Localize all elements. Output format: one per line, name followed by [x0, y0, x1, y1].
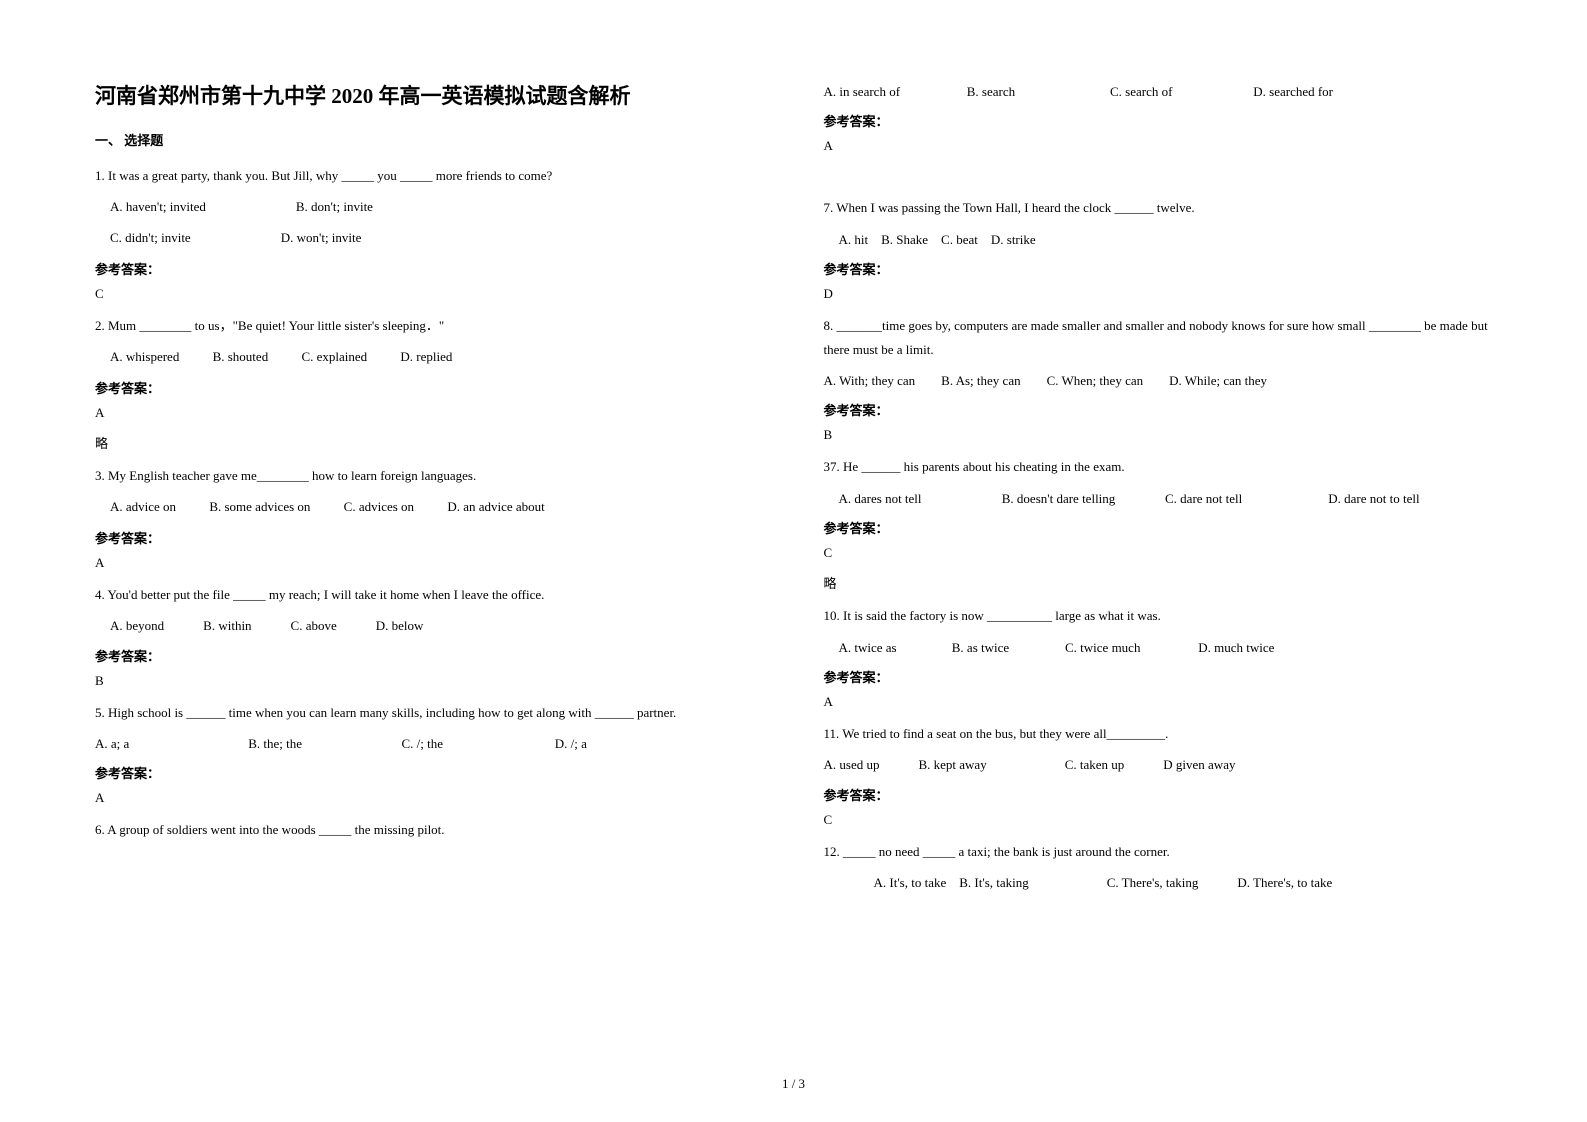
q8-answer-label: 参考答案：: [824, 400, 1493, 419]
q3-opt-c: C. advices on: [344, 499, 414, 514]
q5-answer: A: [95, 790, 764, 806]
q9-opt-b: B. doesn't dare telling: [1002, 487, 1162, 510]
page-number: 1 / 3: [782, 1076, 805, 1092]
question-7-options: A. hit B. Shake C. beat D. strike: [839, 228, 1493, 251]
q2-opt-b: B. shouted: [213, 349, 269, 364]
question-11-text: 11. We tried to find a seat on the bus, …: [824, 722, 1493, 745]
question-4-text: 4. You'd better put the file _____ my re…: [95, 583, 764, 606]
question-10-options: A. twice as B. as twice C. twice much D.…: [839, 636, 1493, 659]
q2-opt-d: D. replied: [400, 349, 452, 364]
q11-answer: C: [824, 812, 1493, 828]
q6-answer: A: [824, 138, 1493, 154]
q1-opt-c: C. didn't; invite: [110, 226, 191, 251]
q9-answer: C: [824, 545, 1493, 561]
q6-opt-c: C. search of: [1110, 80, 1250, 103]
q5-opt-c: C. /; the: [402, 732, 552, 755]
q5-opt-d: D. /; a: [555, 732, 705, 755]
q1-answer: C: [95, 286, 764, 302]
q1-opt-b: B. don't; invite: [296, 195, 373, 220]
q7-answer-label: 参考答案：: [824, 259, 1493, 278]
question-6-options: A. in search of B. search C. search of D…: [824, 80, 1493, 103]
q3-answer-label: 参考答案：: [95, 528, 764, 547]
right-column: A. in search of B. search C. search of D…: [824, 80, 1493, 902]
q2-answer: A: [95, 405, 764, 421]
question-2-text: 2. Mum ________ to us，"Be quiet! Your li…: [95, 314, 764, 337]
q1-opt-a: A. haven't; invited: [110, 195, 206, 220]
q4-answer: B: [95, 673, 764, 689]
question-1-text: 1. It was a great party, thank you. But …: [95, 164, 764, 187]
question-5-options: A. a; a B. the; the C. /; the D. /; a: [95, 732, 764, 755]
question-5-text: 5. High school is ______ time when you c…: [95, 701, 764, 724]
q1-opt-d: D. won't; invite: [281, 226, 362, 251]
q10-answer-label: 参考答案：: [824, 667, 1493, 686]
q5-opt-b: B. the; the: [248, 732, 398, 755]
q2-note: 略: [95, 433, 764, 452]
q9-note: 略: [824, 573, 1493, 592]
question-3-text: 3. My English teacher gave me________ ho…: [95, 464, 764, 487]
q3-opt-a: A. advice on: [110, 499, 176, 514]
question-10-text: 10. It is said the factory is now ______…: [824, 604, 1493, 627]
q10-answer: A: [824, 694, 1493, 710]
q9-opt-d: D. dare not to tell: [1328, 487, 1488, 510]
question-8-text: 8. _______time goes by, computers are ma…: [824, 314, 1493, 361]
q3-opt-d: D. an advice about: [447, 499, 544, 514]
q10-opt-b: B. as twice: [952, 636, 1062, 659]
q2-opt-c: C. explained: [301, 349, 367, 364]
question-2-options: A. whispered B. shouted C. explained D. …: [110, 345, 764, 370]
q6-answer-label: 参考答案：: [824, 111, 1493, 130]
q10-opt-c: C. twice much: [1065, 636, 1195, 659]
q9-answer-label: 参考答案：: [824, 518, 1493, 537]
question-12-options: A. It's, to take B. It's, taking C. Ther…: [874, 871, 1493, 894]
q9-opt-c: C. dare not tell: [1165, 487, 1325, 510]
q10-opt-a: A. twice as: [839, 636, 949, 659]
question-3-options: A. advice on B. some advices on C. advic…: [110, 495, 764, 520]
q9-opt-a: A. dares not tell: [839, 487, 999, 510]
left-column: 河南省郑州市第十九中学 2020 年高一英语模拟试题含解析 一、 选择题 1. …: [95, 80, 764, 902]
q6-opt-a: A. in search of: [824, 80, 964, 103]
question-4-options: A. beyond B. within C. above D. below: [110, 614, 764, 637]
q10-opt-d: D. much twice: [1198, 636, 1308, 659]
q6-opt-b: B. search: [967, 80, 1107, 103]
q1-answer-label: 参考答案：: [95, 259, 764, 278]
q6-opt-d: D. searched for: [1253, 80, 1393, 103]
question-7-text: 7. When I was passing the Town Hall, I h…: [824, 196, 1493, 219]
question-6-text: 6. A group of soldiers went into the woo…: [95, 818, 764, 841]
section-header: 一、 选择题: [95, 130, 764, 149]
q7-answer: D: [824, 286, 1493, 302]
q3-answer: A: [95, 555, 764, 571]
q4-answer-label: 参考答案：: [95, 646, 764, 665]
q3-opt-b: B. some advices on: [209, 499, 310, 514]
question-11-options: A. used up B. kept away C. taken up D gi…: [824, 753, 1493, 776]
q8-answer: B: [824, 427, 1493, 443]
q5-opt-a: A. a; a: [95, 732, 245, 755]
question-1-options: A. haven't; invited B. don't; invite C. …: [110, 195, 764, 250]
q5-answer-label: 参考答案：: [95, 763, 764, 782]
question-8-options: A. With; they can B. As; they can C. Whe…: [824, 369, 1493, 392]
question-12-text: 12. _____ no need _____ a taxi; the bank…: [824, 840, 1493, 863]
question-9-options: A. dares not tell B. doesn't dare tellin…: [839, 487, 1493, 510]
q2-answer-label: 参考答案：: [95, 378, 764, 397]
q2-opt-a: A. whispered: [110, 349, 179, 364]
q11-answer-label: 参考答案：: [824, 785, 1493, 804]
question-9-text: 37. He ______ his parents about his chea…: [824, 455, 1493, 478]
page-title: 河南省郑州市第十九中学 2020 年高一英语模拟试题含解析: [95, 80, 764, 110]
